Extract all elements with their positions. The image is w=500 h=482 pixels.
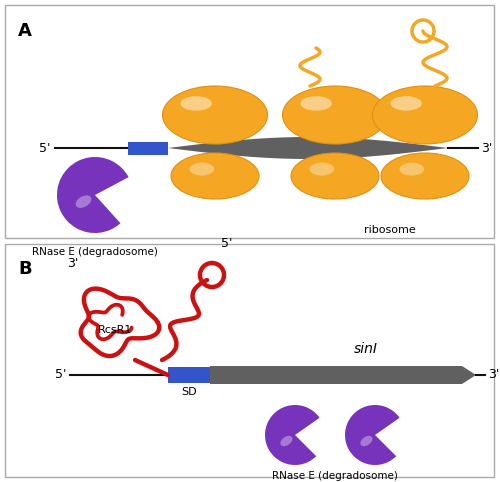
Text: 5': 5' (221, 237, 233, 250)
Text: RNase E (degradosome): RNase E (degradosome) (272, 471, 398, 481)
Ellipse shape (282, 86, 388, 144)
Ellipse shape (190, 162, 214, 175)
Text: B: B (18, 260, 32, 278)
Ellipse shape (291, 153, 379, 199)
Ellipse shape (171, 153, 259, 199)
Text: RNase E (degradosome): RNase E (degradosome) (32, 247, 158, 257)
Ellipse shape (300, 96, 332, 111)
Polygon shape (168, 137, 448, 159)
Text: sinI: sinI (354, 342, 378, 356)
Text: 5': 5' (54, 369, 66, 381)
Text: 3': 3' (488, 369, 500, 381)
Text: SD: SD (181, 387, 197, 397)
Ellipse shape (381, 153, 469, 199)
Ellipse shape (280, 436, 292, 446)
Text: RcsR1: RcsR1 (98, 325, 132, 335)
Ellipse shape (180, 96, 212, 111)
Text: 3': 3' (68, 257, 78, 270)
Text: A: A (18, 22, 32, 40)
Text: 3': 3' (481, 142, 492, 155)
FancyBboxPatch shape (5, 244, 494, 477)
Polygon shape (462, 366, 476, 384)
Wedge shape (265, 405, 320, 465)
Wedge shape (345, 405, 400, 465)
Ellipse shape (390, 96, 422, 111)
Wedge shape (57, 157, 128, 233)
Bar (128, 142, 168, 155)
Text: 5': 5' (40, 142, 51, 155)
Bar (168, 367, 210, 383)
Text: ribosome: ribosome (364, 225, 416, 235)
Ellipse shape (310, 162, 334, 175)
Ellipse shape (372, 86, 478, 144)
Ellipse shape (360, 436, 372, 446)
Bar (210, 366, 462, 384)
Ellipse shape (162, 86, 268, 144)
Ellipse shape (400, 162, 424, 175)
FancyBboxPatch shape (5, 5, 494, 238)
Ellipse shape (76, 195, 92, 208)
